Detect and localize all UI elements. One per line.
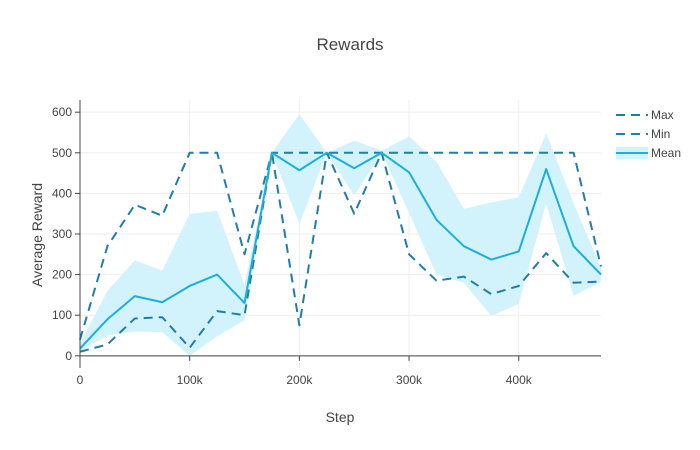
y-tick-label: 0: [65, 349, 72, 363]
legend-item-min[interactable]: Min: [616, 127, 670, 141]
legend[interactable]: Max Min Mean: [616, 108, 681, 160]
std-band-layer: [80, 114, 601, 356]
x-tick-label: 200k: [286, 373, 313, 387]
y-tick-label: 500: [52, 146, 72, 160]
series-line-min[interactable]: [79, 151, 602, 353]
legend-item-max[interactable]: Max: [616, 108, 674, 122]
y-tick-label: 600: [52, 105, 72, 119]
x-tick-label: 300k: [396, 373, 423, 387]
legend-item-mean[interactable]: Mean: [616, 146, 681, 160]
y-tick-label: 400: [52, 186, 72, 200]
legend-label: Min: [651, 127, 670, 141]
x-tick-label: 100k: [177, 373, 204, 387]
series-line-mean[interactable]: [79, 151, 602, 350]
y-tick-label: 300: [52, 227, 72, 241]
x-tick-label: 0: [77, 373, 84, 387]
series-layer: [79, 151, 602, 353]
x-axis-title: Step: [326, 409, 355, 425]
tick-labels: 0 100 200 300 400 500 600 0 100k 200k 300k 400k: [52, 105, 533, 387]
series-line-max[interactable]: [79, 151, 602, 340]
legend-label: Mean: [651, 146, 681, 160]
y-tick-label: 100: [52, 308, 72, 322]
x-tick-label: 400k: [506, 373, 533, 387]
y-axis-title: Average Reward: [29, 183, 45, 287]
y-tick-label: 200: [52, 268, 72, 282]
chart-title: Rewards: [316, 35, 383, 54]
legend-label: Max: [651, 108, 674, 122]
std-band-area: [80, 114, 601, 356]
